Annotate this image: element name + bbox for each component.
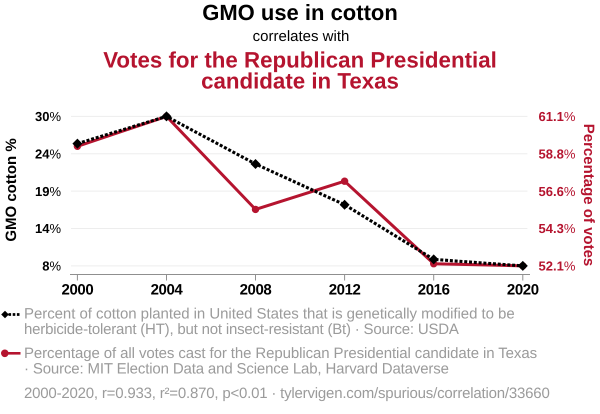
svg-text:Percentage of all votes cast f: Percentage of all votes cast for the Rep…: [24, 345, 537, 362]
svg-text:30%: 30%: [35, 109, 61, 124]
svg-text:2000-2020, r=0.933, r²=0.870,: 2000-2020, r=0.933, r²=0.870, p<0.01 · t…: [24, 385, 550, 402]
svg-text:2000: 2000: [62, 282, 94, 299]
svg-text:58.8%: 58.8%: [539, 147, 576, 162]
svg-text:candidate in Texas: candidate in Texas: [201, 68, 399, 93]
svg-text:GMO cotton %: GMO cotton %: [3, 138, 20, 241]
svg-text:Percent of cotton planted in U: Percent of cotton planted in United Stat…: [24, 306, 515, 323]
svg-text:24%: 24%: [35, 147, 61, 162]
svg-text:Votes for the Republican Presi: Votes for the Republican Presidential: [103, 48, 497, 73]
svg-text:2004: 2004: [151, 282, 184, 299]
svg-text:2020: 2020: [507, 282, 539, 299]
svg-text:2016: 2016: [418, 282, 450, 299]
svg-text:8%: 8%: [42, 259, 61, 274]
svg-text:GMO use in cotton: GMO use in cotton: [202, 0, 398, 25]
svg-text:· Source: MIT Election Data an: · Source: MIT Election Data and Science …: [24, 361, 449, 378]
svg-text:2012: 2012: [329, 282, 361, 299]
svg-text:herbicide-tolerant (HT), but n: herbicide-tolerant (HT), but not insect-…: [24, 321, 459, 338]
svg-text:61.1%: 61.1%: [539, 109, 576, 124]
svg-text:54.3%: 54.3%: [539, 221, 576, 236]
svg-text:19%: 19%: [35, 184, 61, 199]
svg-text:Percentage of votes: Percentage of votes: [580, 124, 597, 267]
svg-text:2008: 2008: [240, 282, 272, 299]
svg-text:14%: 14%: [35, 221, 61, 236]
svg-text:56.6%: 56.6%: [539, 184, 576, 199]
svg-text:52.1%: 52.1%: [539, 259, 576, 274]
svg-text:correlates with: correlates with: [253, 28, 350, 45]
